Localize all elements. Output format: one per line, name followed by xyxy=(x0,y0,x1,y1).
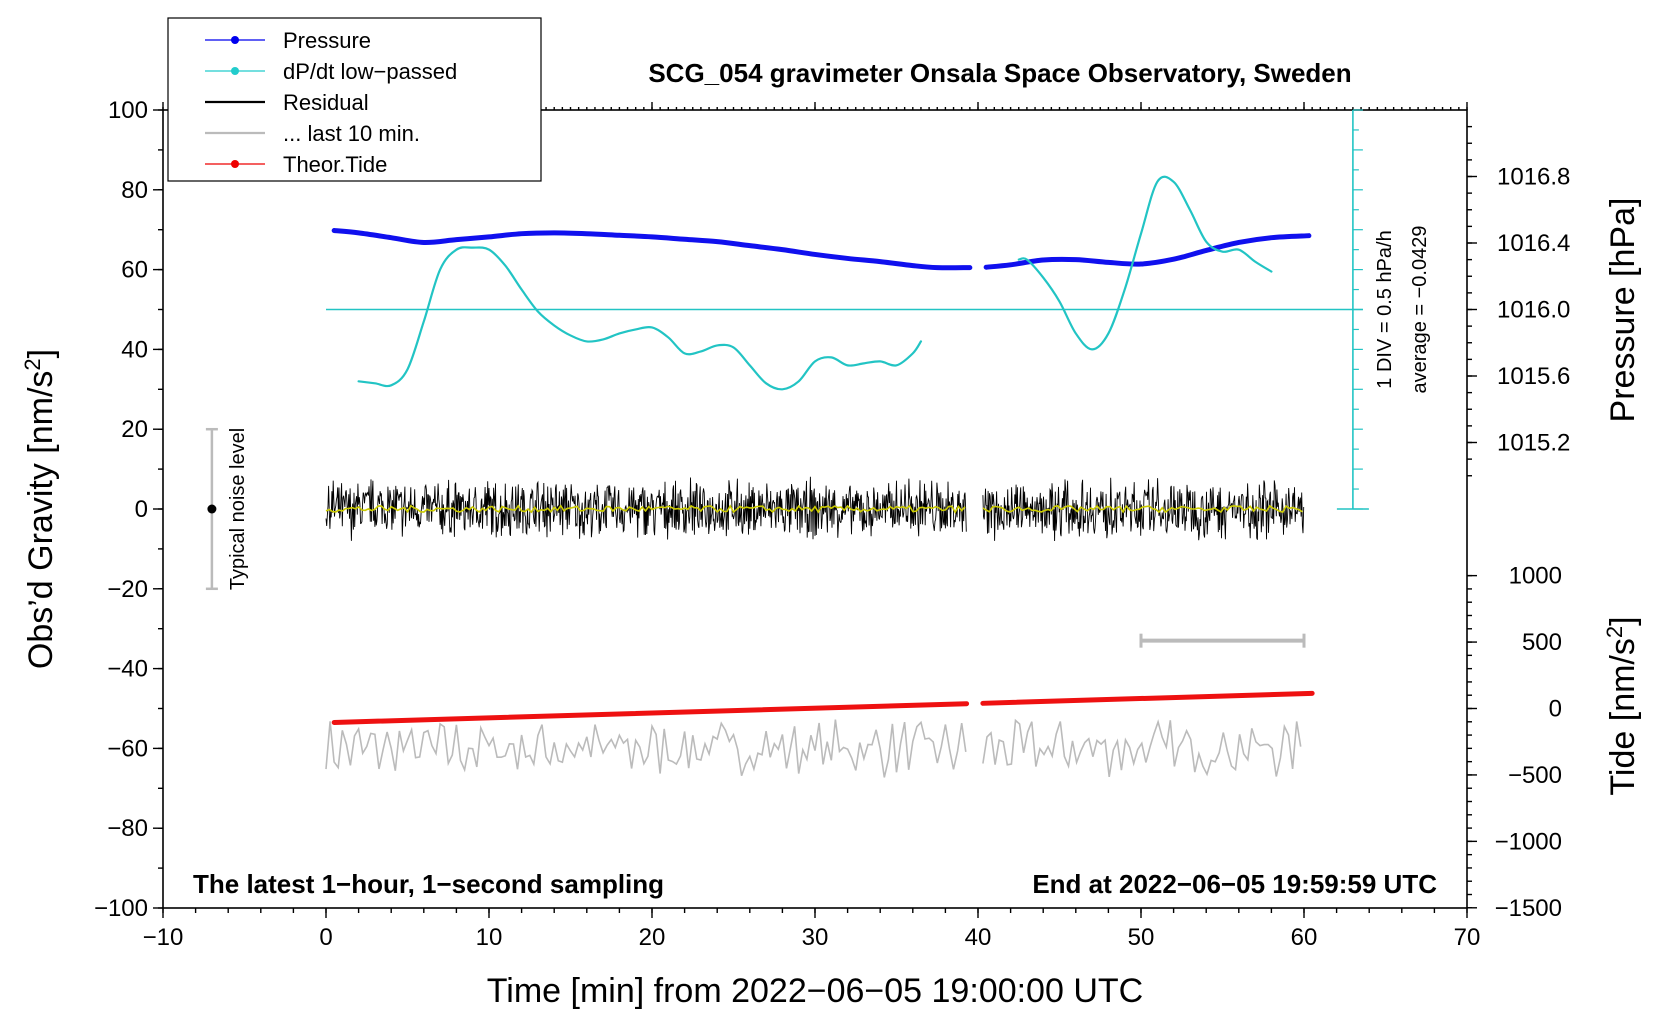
y-tick-labels: 100 80 60 40 20 0 −20 −40 −60 −80 −100 xyxy=(94,97,148,922)
x-axis-label: Time [min] from 2022−06−05 19:00:00 UTC xyxy=(487,972,1143,1010)
last-10-min-window-bar xyxy=(1139,633,1306,648)
y-tick-label: −20 xyxy=(107,576,148,603)
tide-tick-label: −1500 xyxy=(1495,895,1562,922)
chart-title: SCG_054 gravimeter Onsala Space Observat… xyxy=(648,58,1351,88)
y-tick-label: −80 xyxy=(107,815,148,842)
x-tick-label: 20 xyxy=(639,924,666,951)
annotation-end-time: End at 2022−06−05 19:59:59 UTC xyxy=(1032,869,1437,899)
y-tick-label: 40 xyxy=(121,336,148,363)
tide-tick-label: −500 xyxy=(1508,762,1562,789)
legend: Pressure dP/dt low−passed Residual ... last… xyxy=(167,17,542,182)
y-axis-label: Obs’d Gravity [nm/s2] xyxy=(20,349,60,669)
tide-axis-label: Tide [nm/s2] xyxy=(1602,616,1642,795)
legend-marker xyxy=(231,160,239,168)
x-tick-label: 70 xyxy=(1454,924,1481,951)
x-tick-label: −10 xyxy=(143,924,184,951)
noise-bar-dot xyxy=(207,504,217,514)
annotation-sampling: The latest 1−hour, 1−second sampling xyxy=(193,869,664,899)
y-tick-label: −100 xyxy=(94,895,148,922)
y-tick-label: 60 xyxy=(121,257,148,284)
pressure-tick-label: 1015.6 xyxy=(1497,363,1570,390)
dpdt-div-label: 1 DIV = 0.5 hPa/h xyxy=(1374,230,1396,388)
y-tick-label: 20 xyxy=(121,416,148,443)
dpdt-average-label: average = −0.0429 xyxy=(1409,226,1431,394)
pressure-tick-label: 1016.8 xyxy=(1497,164,1570,191)
tide-tick-label: 1000 xyxy=(1509,563,1562,590)
series-layer xyxy=(325,175,1315,778)
last-10-min-trace xyxy=(325,719,967,778)
tide-tick-labels: 1000 500 0 −500 −1000 −1500 xyxy=(1495,563,1562,922)
tide-tick-label: 500 xyxy=(1522,629,1562,656)
x-tick-label: 30 xyxy=(802,924,829,951)
x-tick-label: 0 xyxy=(319,924,332,951)
dpdt-scale-bar: 1 DIV = 0.5 hPa/h average = −0.0429 xyxy=(326,109,1431,510)
legend-label: dP/dt low−passed xyxy=(283,59,457,84)
residual-trace xyxy=(325,476,967,541)
legend-marker xyxy=(231,67,239,75)
last-10-min-trace xyxy=(982,718,1302,778)
x-tick-labels: −10 0 10 20 30 40 50 60 70 xyxy=(143,924,1481,951)
y-tick-label: −60 xyxy=(107,735,148,762)
theoretical-tide-series xyxy=(980,690,1315,706)
pressure-tick-label: 1015.2 xyxy=(1497,430,1570,457)
x-tick-label: 60 xyxy=(1291,924,1318,951)
y-tick-label: −40 xyxy=(107,656,148,683)
dpdt-series xyxy=(1017,175,1273,351)
pressure-tick-label: 1016.4 xyxy=(1497,230,1570,257)
pressure-series xyxy=(331,227,973,271)
residual-smoothed-trace xyxy=(982,504,1303,514)
axis-ticks xyxy=(153,102,1477,918)
legend-box xyxy=(167,17,542,182)
y-axis-label-sup: 2 xyxy=(20,358,45,370)
pressure-series xyxy=(983,233,1312,270)
tide-axis-label-sup: 2 xyxy=(1602,626,1627,638)
pressure-tick-label: 1016.0 xyxy=(1497,297,1570,324)
theoretical-tide-series xyxy=(331,701,970,725)
legend-marker xyxy=(231,36,239,44)
x-tick-label: 40 xyxy=(965,924,992,951)
x-tick-label: 10 xyxy=(476,924,503,951)
legend-label: Pressure xyxy=(283,28,371,53)
tide-tick-label: 0 xyxy=(1549,696,1562,723)
legend-label: Residual xyxy=(283,90,369,115)
residual-smoothed-trace xyxy=(325,504,966,514)
y-tick-label: 100 xyxy=(108,97,148,124)
dpdt-series xyxy=(357,246,923,391)
y-tick-label: 0 xyxy=(135,496,148,523)
legend-label: Theor.Tide xyxy=(283,152,387,177)
legend-label: ... last 10 min. xyxy=(283,121,420,146)
residual-trace xyxy=(982,477,1305,542)
noise-bar-label: Typical noise level xyxy=(227,428,249,590)
pressure-axis-label: Pressure [hPa] xyxy=(1604,198,1642,423)
noise-level-bar: Typical noise level xyxy=(205,428,249,590)
tide-tick-label: −1000 xyxy=(1495,828,1562,855)
pressure-tick-labels: 1016.8 1016.4 1016.0 1015.6 1015.2 xyxy=(1497,164,1570,457)
x-tick-label: 50 xyxy=(1128,924,1155,951)
y-tick-label: 80 xyxy=(121,177,148,204)
